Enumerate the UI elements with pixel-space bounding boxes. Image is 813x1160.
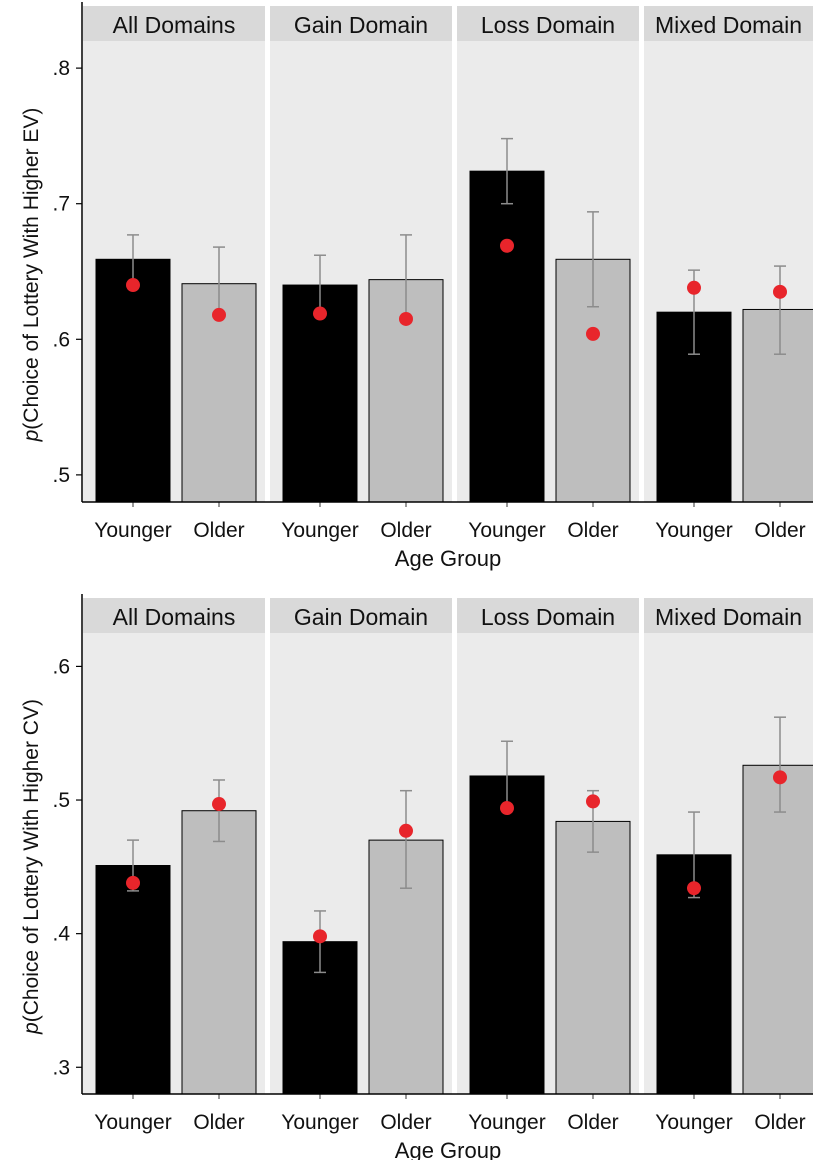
- x-tick-label-younger: Younger: [468, 1111, 545, 1134]
- y-tick-label: .5: [52, 789, 70, 812]
- y-axis-title-italic: p: [20, 430, 43, 443]
- y-tick-label: .6: [52, 655, 70, 678]
- x-tick-label-older: Older: [567, 1111, 618, 1134]
- data-point-younger: [687, 280, 701, 295]
- facet-mixed-domain: Mixed Domain Younger Older: [644, 6, 813, 542]
- data-point-younger: [313, 929, 327, 944]
- facet-strip-label: Loss Domain: [481, 12, 615, 38]
- data-point-older: [586, 794, 600, 809]
- data-point-younger: [687, 881, 701, 896]
- facet-all-domains: All Domains Younger Older: [83, 6, 265, 542]
- facet-strip-label: Gain Domain: [294, 12, 428, 38]
- facet-gain-domain: Gain Domain Younger Older: [270, 598, 452, 1134]
- error-bar-older: [774, 265, 786, 355]
- data-point-older: [212, 307, 226, 322]
- x-tick-label-younger: Younger: [94, 1111, 171, 1134]
- error-bar-older: [587, 211, 599, 308]
- facet-strip-label: Gain Domain: [294, 604, 428, 630]
- bar-older: [555, 820, 631, 1095]
- x-tick-label-younger: Younger: [655, 519, 732, 542]
- y-axis-title-rest: (Choice of Lottery With Higher CV): [20, 699, 43, 1022]
- data-point-older: [586, 326, 600, 341]
- x-tick-label-older: Older: [193, 519, 244, 542]
- bar-younger: [95, 258, 171, 503]
- error-bar-younger: [501, 137, 513, 205]
- facet-loss-domain: Loss Domain Younger Older: [457, 598, 639, 1134]
- facet-gain-domain: Gain Domain Younger Older: [270, 6, 452, 542]
- facet-all-domains: All Domains Younger Older: [83, 598, 265, 1134]
- bar-younger: [95, 865, 171, 1095]
- x-tick-label-younger: Younger: [468, 519, 545, 542]
- facet-strip: [83, 6, 265, 41]
- y-tick-label: .3: [52, 1056, 70, 1079]
- x-tick-label-younger: Younger: [281, 519, 358, 542]
- facet-mixed-domain: Mixed Domain Younger Older: [644, 598, 813, 1134]
- data-point-older: [399, 311, 413, 326]
- error-bar-older: [400, 789, 412, 889]
- y-tick-label: .5: [52, 464, 70, 487]
- data-point-younger: [126, 278, 140, 293]
- data-point-older: [399, 823, 413, 838]
- x-axis-title: Age Group: [395, 1138, 501, 1160]
- bar-older: [742, 764, 813, 1095]
- data-point-older: [773, 770, 787, 785]
- facet-strip-label: All Domains: [113, 604, 236, 630]
- y-tick-label: .4: [52, 923, 70, 946]
- data-point-younger: [500, 801, 514, 816]
- facet-strip: [457, 598, 639, 633]
- x-axis-title: Age Group: [395, 546, 501, 571]
- x-tick-label-older: Older: [754, 1111, 805, 1134]
- y-tick-label: .7: [52, 193, 70, 216]
- facet-strip: [644, 6, 813, 41]
- facet-strip-label: Mixed Domain: [655, 604, 802, 630]
- bar-older: [742, 308, 813, 503]
- x-tick-label-older: Older: [754, 519, 805, 542]
- facet-strip: [270, 598, 452, 633]
- y-axis-title-rest: (Choice of Lottery With Higher EV): [20, 108, 43, 430]
- facet-strip-label: Mixed Domain: [655, 12, 802, 38]
- x-tick-label-younger: Younger: [281, 1111, 358, 1134]
- bar-older: [181, 810, 257, 1095]
- x-tick-label-younger: Younger: [655, 1111, 732, 1134]
- y-tick-label: .8: [52, 57, 70, 80]
- x-tick-label-older: Older: [380, 1111, 431, 1134]
- facet-strip: [457, 6, 639, 41]
- x-tick-label-older: Older: [567, 519, 618, 542]
- x-tick-label-older: Older: [380, 519, 431, 542]
- facet-loss-domain: Loss Domain Younger Older: [457, 6, 639, 542]
- facet-strip: [83, 598, 265, 633]
- data-point-younger: [313, 306, 327, 321]
- y-axis-title: p(Choice of Lottery With Higher CV): [20, 699, 43, 1035]
- x-tick-label-younger: Younger: [94, 519, 171, 542]
- data-point-younger: [500, 238, 514, 253]
- y-tick-label: .6: [52, 328, 70, 351]
- y-axis-title: p(Choice of Lottery With Higher EV): [20, 108, 43, 443]
- bar-younger: [469, 775, 545, 1095]
- error-bar-older: [774, 716, 786, 813]
- bar-younger: [469, 170, 545, 503]
- bar-younger: [282, 284, 358, 503]
- chart-panel-1: All Domains Younger Older Gain Domain Younge…: [20, 2, 813, 571]
- data-point-older: [773, 284, 787, 299]
- facet-strip-label: All Domains: [113, 12, 236, 38]
- chart-panel-2: All Domains Younger Older Gain Domain Younge…: [20, 594, 813, 1160]
- data-point-older: [212, 797, 226, 812]
- x-tick-label-older: Older: [193, 1111, 244, 1134]
- facet-strip: [270, 6, 452, 41]
- facet-strip-label: Loss Domain: [481, 604, 615, 630]
- y-axis-title-italic: p: [20, 1022, 43, 1035]
- facet-strip: [644, 598, 813, 633]
- data-point-younger: [126, 875, 140, 890]
